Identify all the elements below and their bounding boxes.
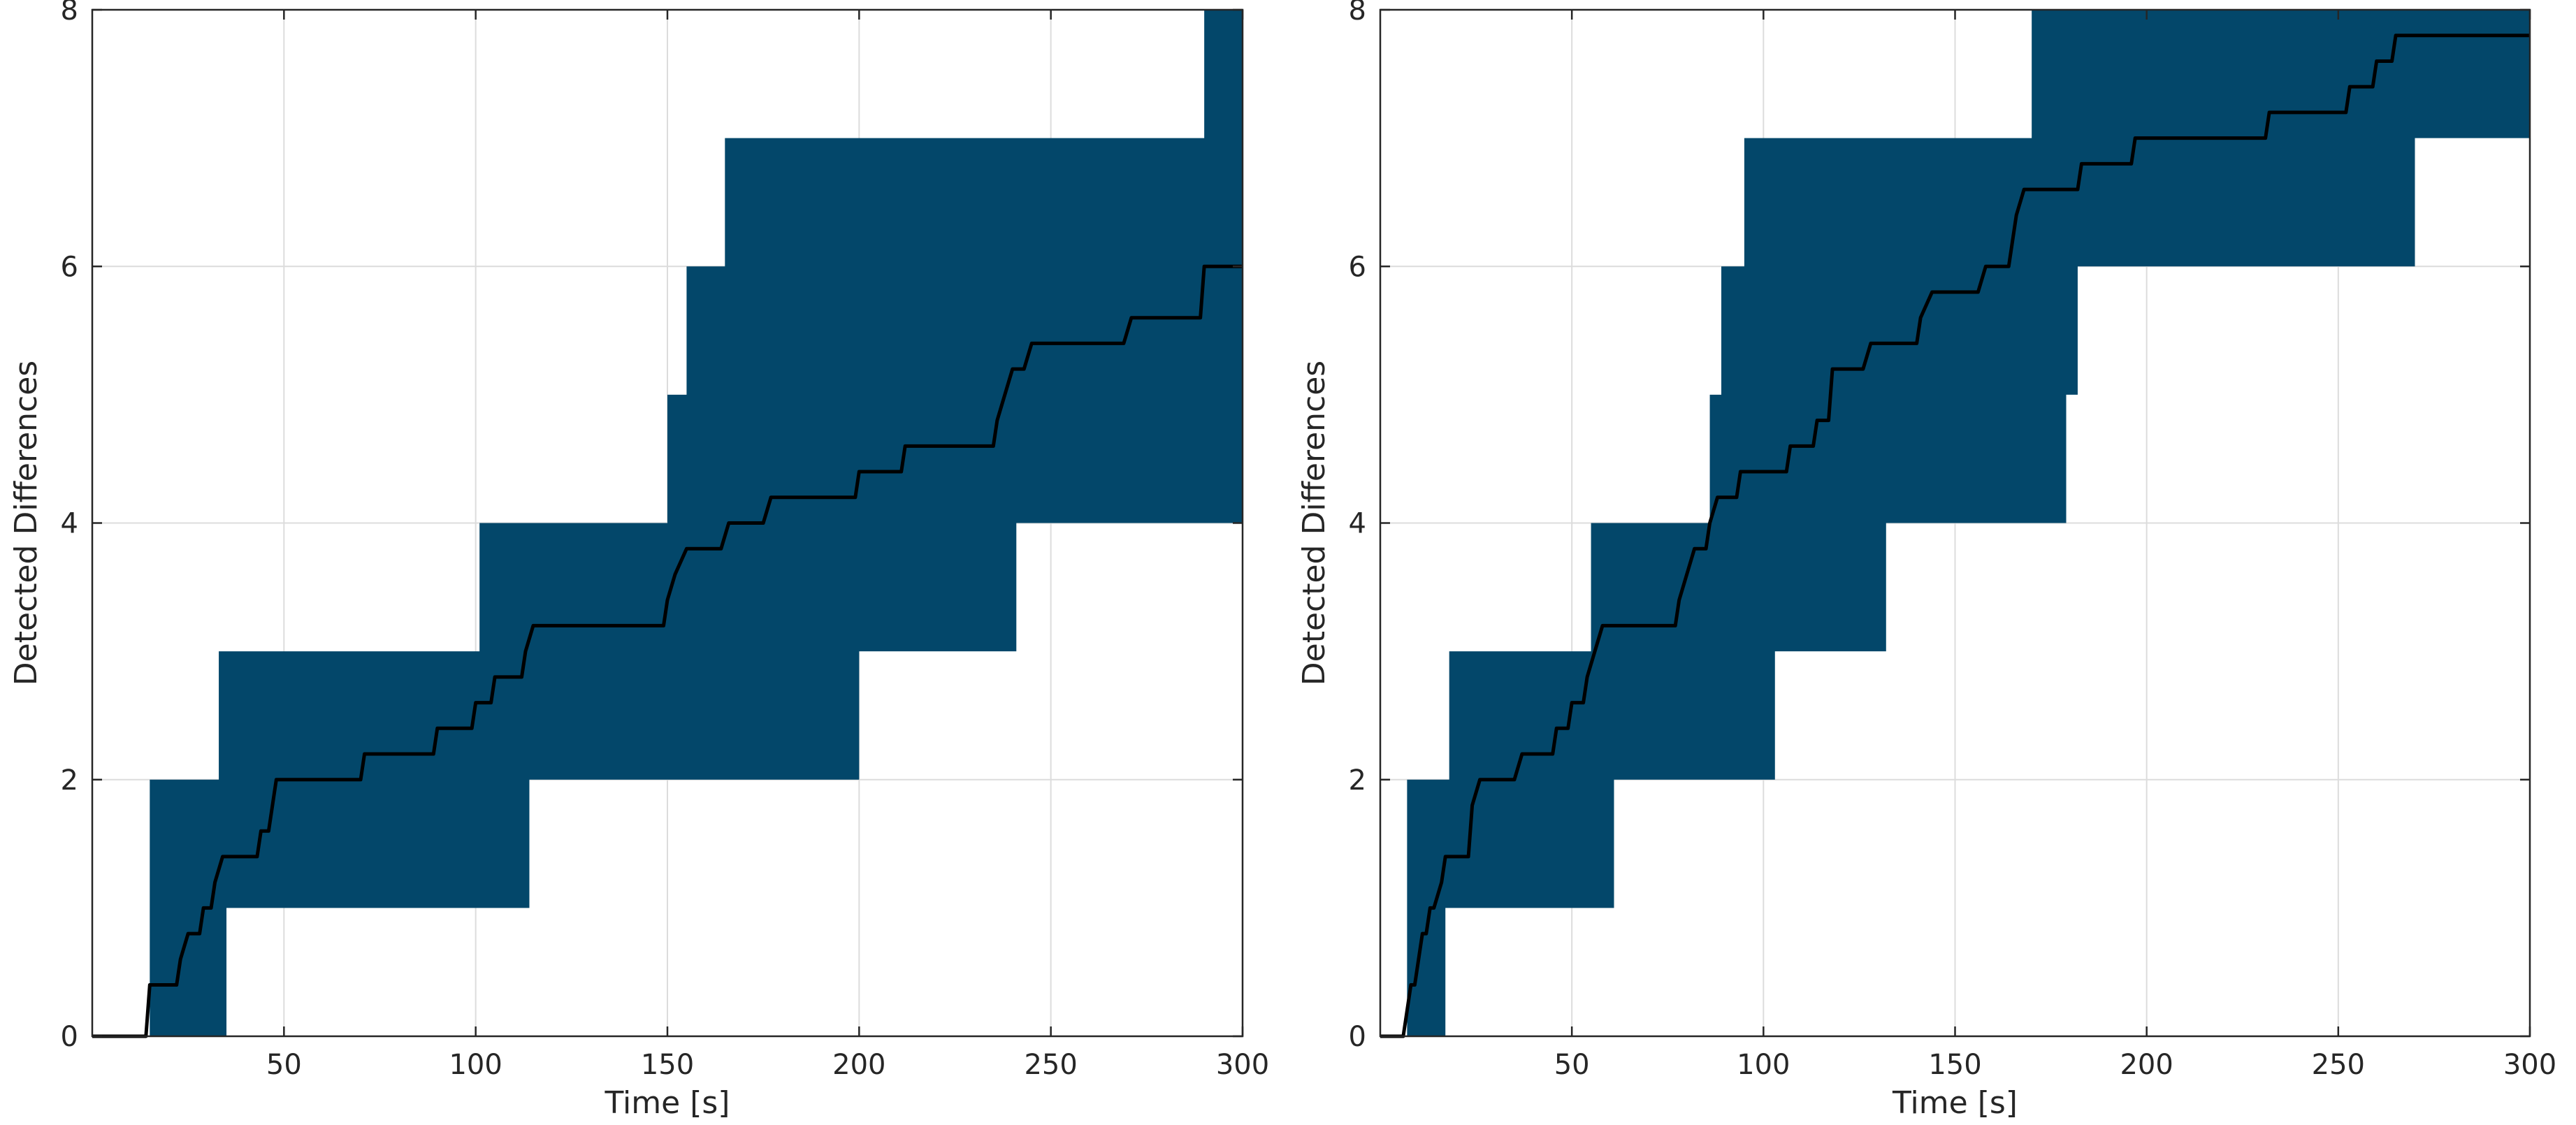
confidence-band [92, 10, 1243, 1036]
x-axis-label: Time [s] [605, 1085, 730, 1121]
y-tick-label: 8 [61, 0, 78, 27]
y-tick-label: 2 [1349, 764, 1366, 797]
y-tick-label: 8 [1349, 0, 1366, 27]
x-tick-label: 250 [1024, 1049, 1077, 1081]
x-tick-label: 200 [2120, 1049, 2173, 1081]
y-tick-label: 2 [61, 764, 78, 797]
confidence-band [1380, 10, 2530, 1036]
y-tick-label: 0 [1349, 1021, 1366, 1053]
y-axis-label: Detected Differences [1296, 361, 1332, 685]
y-tick-label: 4 [61, 508, 78, 540]
y-tick-label: 0 [61, 1021, 78, 1053]
x-tick-label: 100 [449, 1049, 502, 1081]
x-tick-label: 300 [1216, 1049, 1269, 1081]
x-tick-label: 50 [1554, 1049, 1590, 1081]
mean-line [1380, 34, 2530, 1038]
y-tick-label: 4 [1349, 508, 1366, 540]
y-axis-label: Detected Differences [8, 361, 44, 685]
y-tick-label: 6 [61, 251, 78, 283]
x-tick-label: 250 [2312, 1049, 2365, 1081]
x-tick-label: 50 [266, 1049, 302, 1081]
x-tick-label: 200 [832, 1049, 885, 1081]
y-tick-label: 6 [1349, 251, 1366, 283]
x-axis-label: Time [s] [1892, 1085, 2018, 1121]
x-tick-label: 150 [641, 1049, 694, 1081]
x-tick-label: 300 [2503, 1049, 2556, 1081]
subplot-right: 50 100 150 200 250 300 0 2 4 6 8 Time [s] Detected D… [1296, 0, 2556, 1121]
x-tick-label: 100 [1737, 1049, 1790, 1081]
mean-line [92, 264, 1243, 1038]
x-tick-label: 150 [1928, 1049, 1981, 1081]
subplot-left: 50 100 150 200 250 300 0 2 4 6 8 Time [s] Detected D… [8, 0, 1269, 1121]
